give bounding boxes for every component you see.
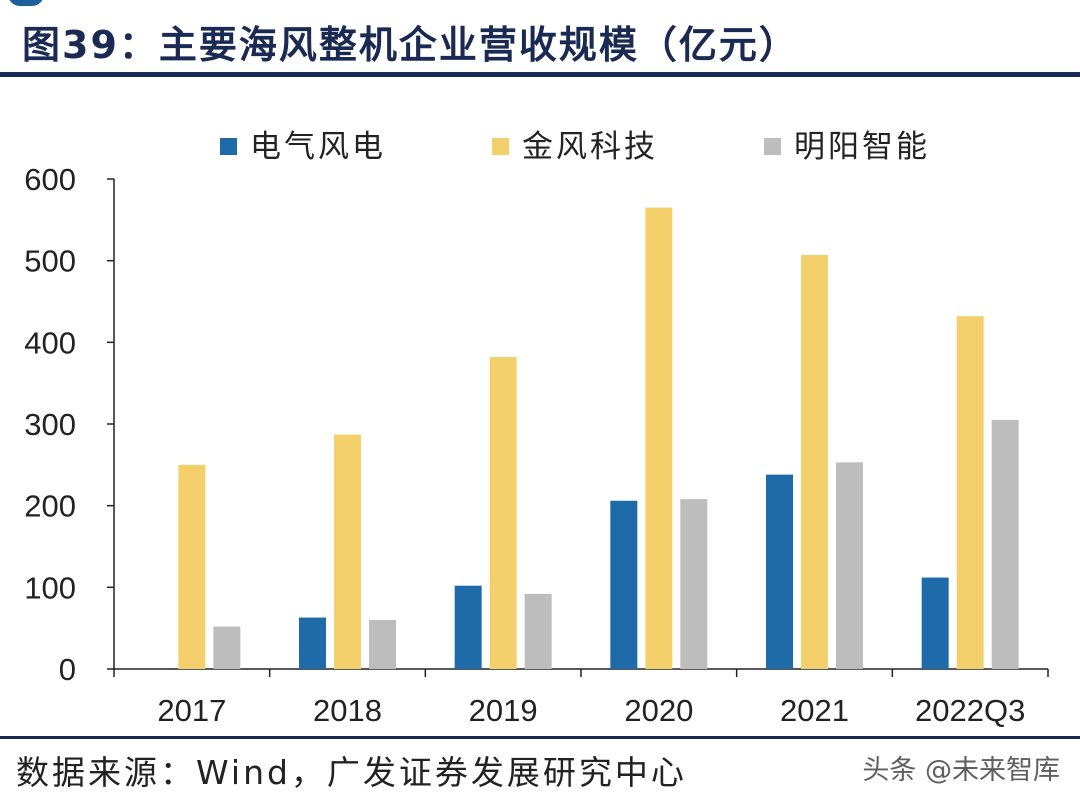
legend-label-2: 金风科技 — [522, 129, 658, 165]
watermark: 头条 @未来智库 — [862, 755, 1060, 786]
footer-divider — [0, 736, 1080, 739]
x-tick-label: 2018 — [313, 693, 382, 728]
bar-2021-2 — [801, 254, 828, 669]
legend-label-3: 明阳智能 — [794, 129, 930, 165]
y-tick-label: 0 — [59, 652, 76, 687]
bar-2022Q3-1 — [921, 577, 949, 669]
y-tick-label: 300 — [24, 407, 76, 442]
legend-swatch-3 — [764, 138, 781, 155]
legend-label-1: 电气风电 — [250, 129, 386, 165]
bar-2019-2 — [489, 357, 517, 669]
x-tick-label: 2020 — [624, 693, 693, 728]
bar-2020-2 — [645, 207, 673, 669]
bar-2021-3 — [836, 462, 863, 669]
header-accent — [0, 0, 1080, 8]
x-tick-label: 2021 — [780, 693, 849, 728]
y-tick-label: 600 — [24, 162, 76, 197]
legend-swatch-2 — [492, 138, 509, 155]
data-source: 数据来源：Wind，广发证券发展研究中心 — [16, 753, 687, 792]
bar-2018-1 — [299, 617, 326, 669]
bar-2022Q3-2 — [956, 316, 984, 669]
y-tick-label: 400 — [24, 325, 76, 360]
bar-2020-1 — [610, 500, 638, 669]
bar-2018-3 — [369, 620, 396, 669]
bar-2017-3 — [213, 626, 241, 669]
bar-2018-2 — [334, 434, 361, 669]
y-tick-label: 500 — [24, 244, 76, 279]
bar-2017-2 — [178, 464, 206, 669]
bar-2019-3 — [524, 593, 552, 669]
bar-2021-1 — [766, 474, 793, 669]
revenue-bar-chart: 电气风电 金风科技 明阳智能 0 100 200 300 400 500 600 2017 2018 2… — [24, 129, 1049, 728]
x-tick-label: 2022Q3 — [915, 693, 1025, 728]
page-title: 图39：主要海风整机企业营收规模（亿元） — [22, 23, 799, 67]
y-tick-label: 200 — [24, 489, 76, 524]
x-tick-label: 2019 — [469, 693, 538, 728]
x-tick-label: 2017 — [157, 693, 226, 728]
legend-swatch-1 — [220, 138, 237, 155]
bar-2020-3 — [680, 499, 708, 669]
y-tick-label: 100 — [24, 570, 76, 605]
title-divider — [0, 72, 1080, 77]
bar-2022Q3-3 — [991, 419, 1019, 669]
bar-2019-1 — [454, 585, 482, 669]
